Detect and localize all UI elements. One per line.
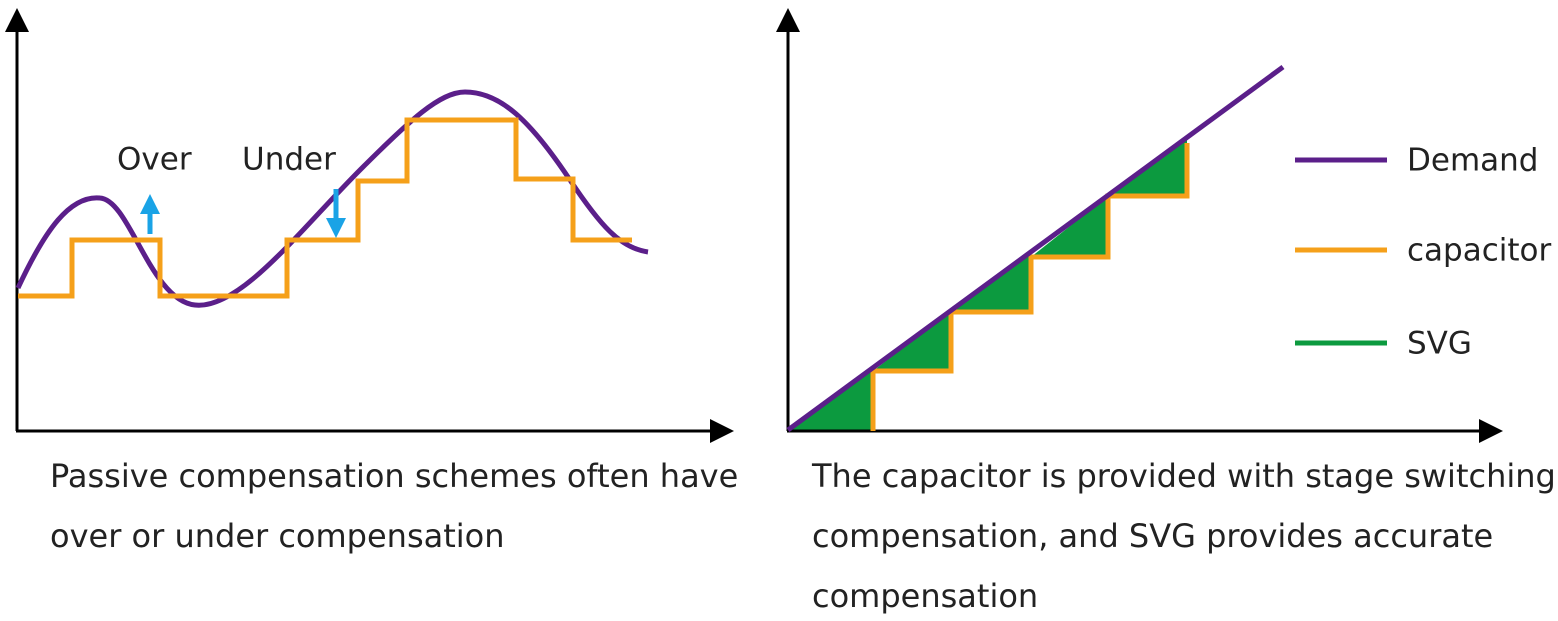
legend-label: SVG [1407,326,1472,362]
left-panel: Over Under Passive compensation schemes … [5,8,738,555]
capacitor-steps [18,117,632,299]
demand-line [786,64,1285,433]
under-label: Under [242,142,336,178]
caption-line: Passive compensation schemes often have [50,457,738,495]
legend-label: capacitor [1407,233,1551,269]
caption-line: over or under compensation [50,517,505,555]
over-label: Over [117,142,192,178]
legend-label: Demand [1407,143,1538,179]
right-panel: Demand capacitor SVG The capacitor is pr… [776,8,1556,615]
capacitor-steps [870,143,1190,431]
caption-line: The capacitor is provided with stage swi… [811,457,1556,495]
caption-line: compensation, and SVG provides accurate [812,517,1493,555]
demand-curve [15,89,649,308]
caption-line: compensation [812,577,1038,615]
